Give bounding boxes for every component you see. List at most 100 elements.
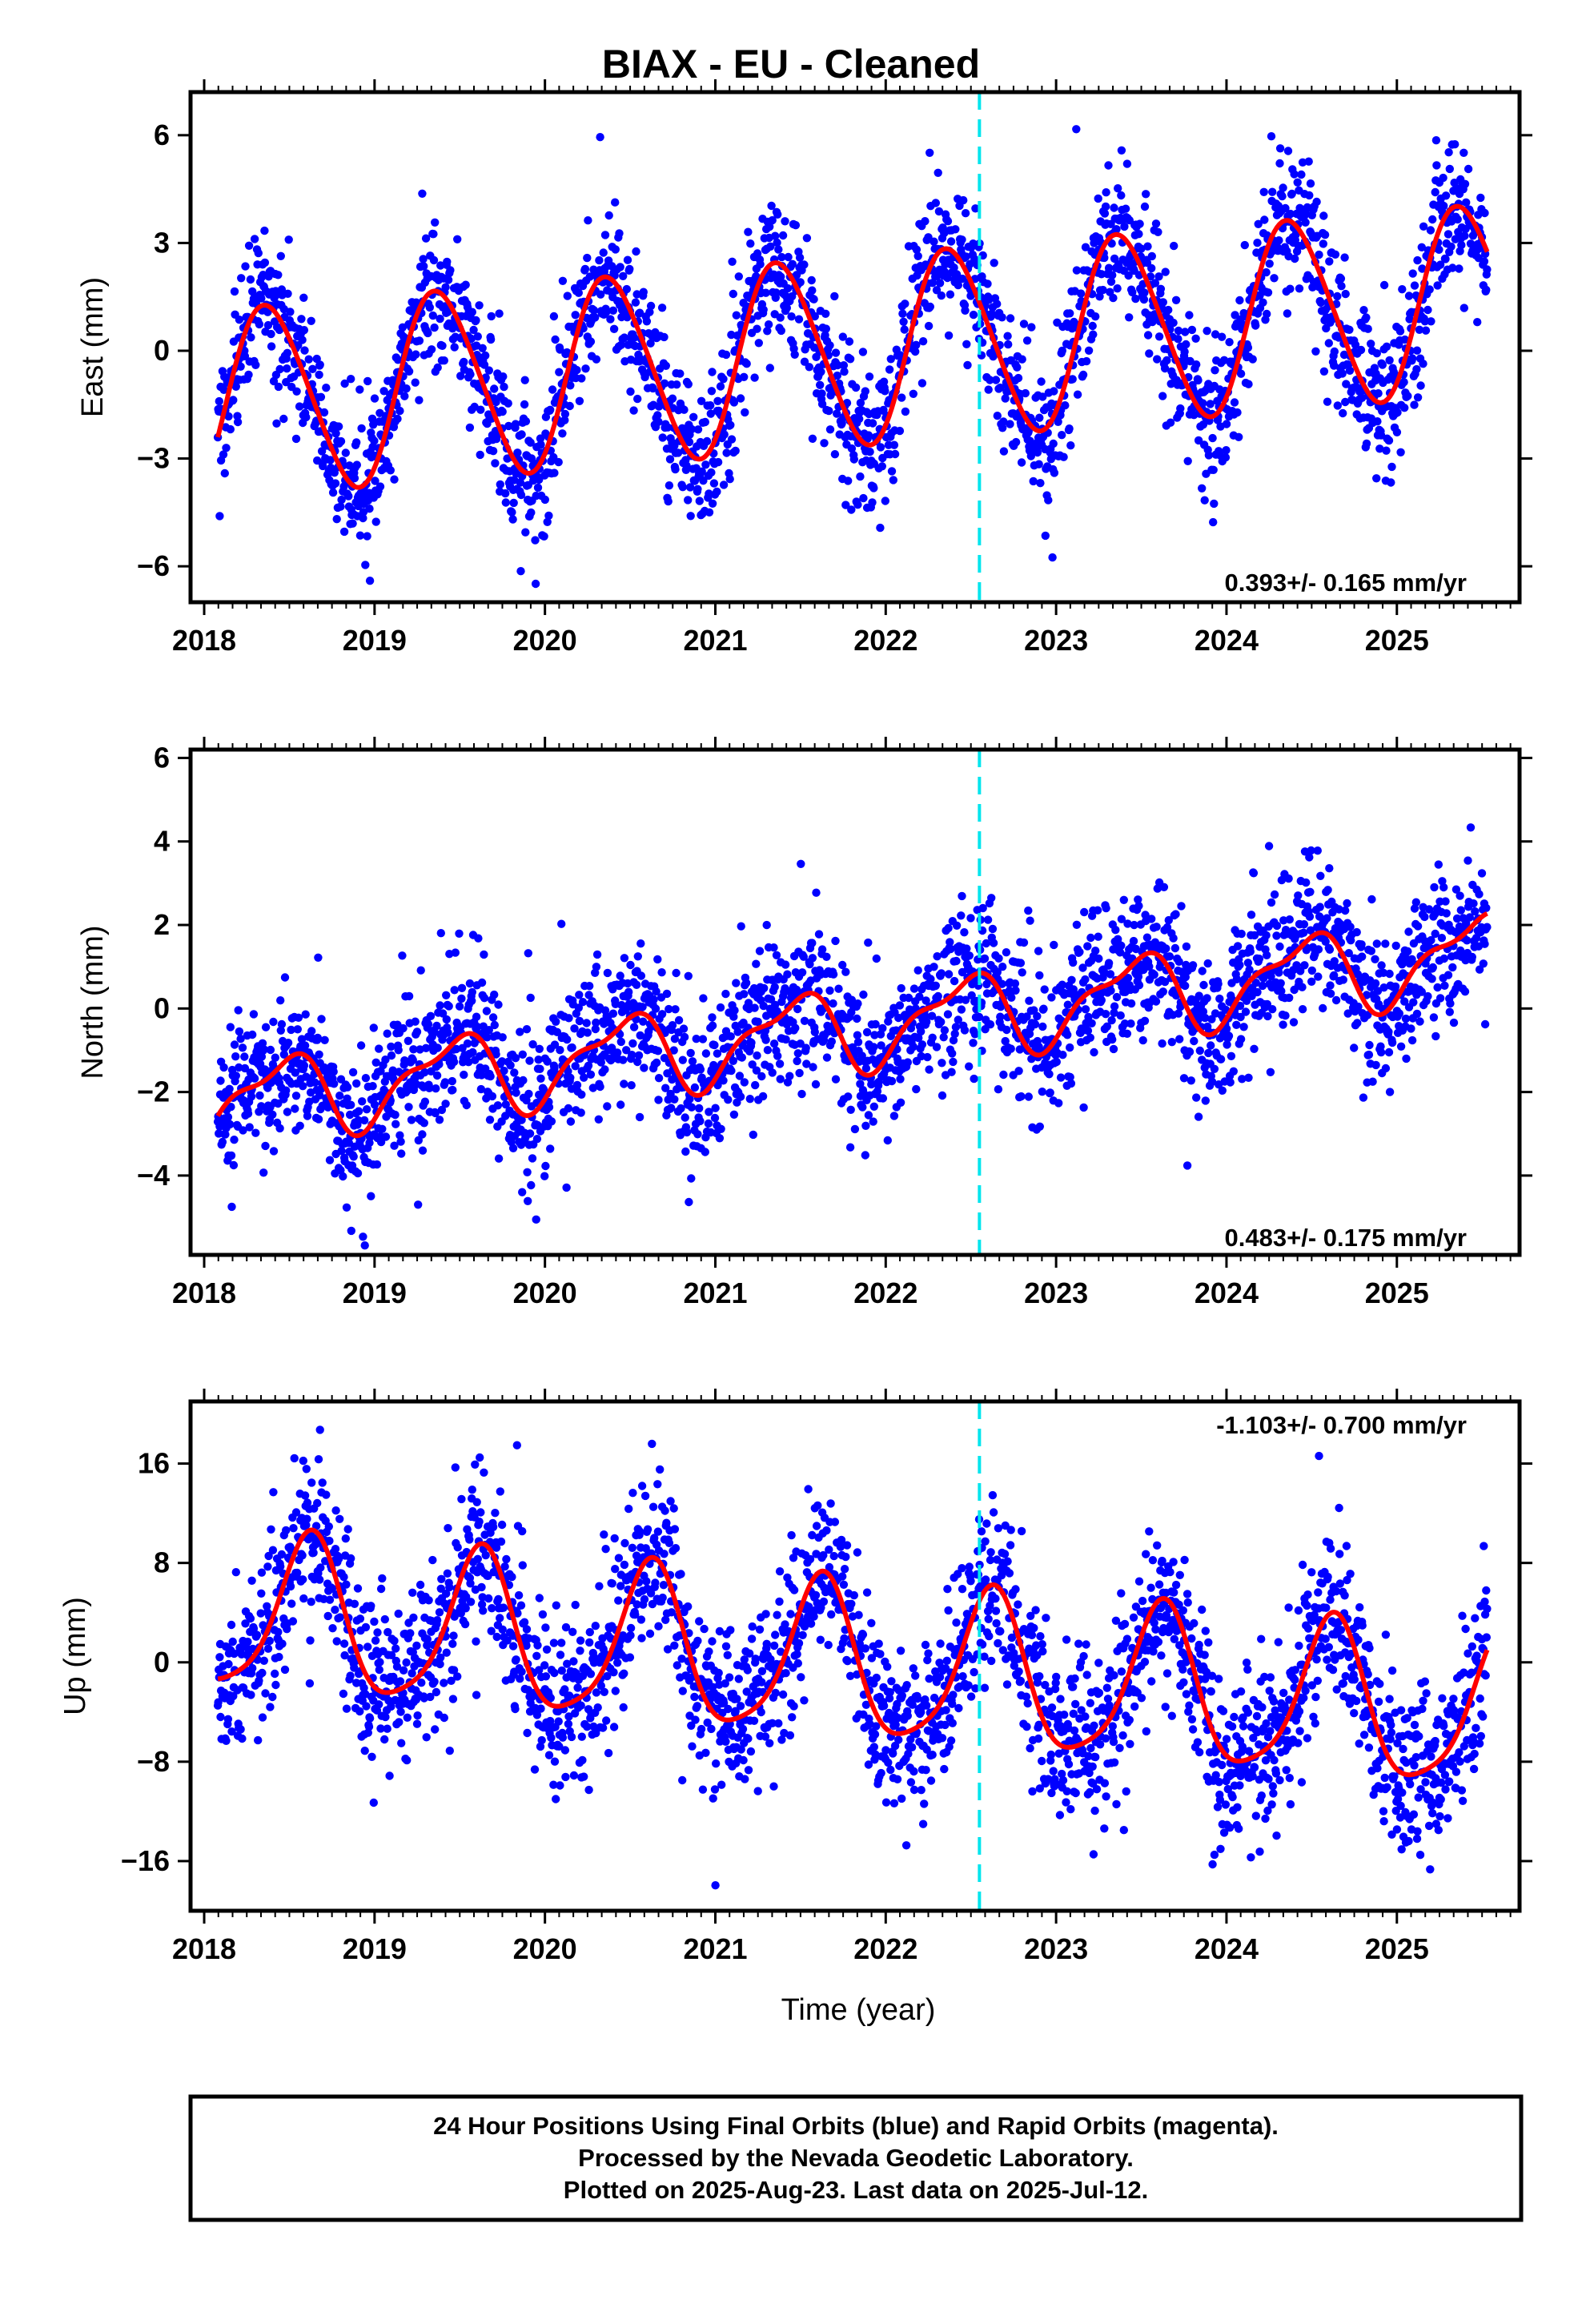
- data-point: [524, 949, 532, 958]
- data-point: [1026, 916, 1034, 925]
- data-point: [686, 512, 695, 521]
- data-point: [707, 387, 717, 396]
- data-point: [696, 1116, 705, 1126]
- data-point: [713, 457, 723, 467]
- data-point: [510, 1068, 519, 1077]
- data-point: [562, 1183, 571, 1192]
- data-point: [585, 982, 594, 991]
- data-point: [653, 955, 662, 964]
- data-point: [602, 308, 611, 316]
- y-tick-label: 0: [154, 334, 170, 367]
- data-point: [1078, 370, 1088, 380]
- data-point: [563, 292, 572, 300]
- data-point: [1097, 270, 1106, 279]
- data-point: [230, 1040, 239, 1049]
- data-point: [473, 332, 482, 341]
- data-point: [1158, 1039, 1166, 1048]
- data-point: [994, 954, 1003, 963]
- data-point: [315, 1091, 324, 1100]
- data-point: [317, 447, 327, 456]
- data-point: [1455, 264, 1464, 273]
- data-point: [491, 459, 500, 468]
- data-point: [245, 1123, 254, 1132]
- data-point: [600, 231, 610, 239]
- data-point: [946, 290, 955, 299]
- data-point: [811, 1080, 821, 1089]
- data-point: [794, 315, 804, 324]
- data-point: [295, 402, 304, 411]
- data-point: [869, 1043, 878, 1051]
- data-point: [1102, 188, 1110, 197]
- data-point: [633, 394, 642, 404]
- data-point: [472, 316, 480, 325]
- data-point: [494, 1000, 503, 1009]
- data-point: [435, 1116, 444, 1124]
- data-point: [571, 1062, 580, 1071]
- data-point: [1270, 890, 1279, 899]
- data-point: [1165, 952, 1174, 961]
- data-point: [1324, 339, 1334, 348]
- data-point: [1066, 441, 1075, 450]
- data-point: [1034, 460, 1043, 468]
- data-point: [394, 1046, 403, 1055]
- data-point: [763, 1046, 773, 1055]
- data-point: [922, 1017, 931, 1027]
- data-point: [1072, 266, 1082, 275]
- data-point: [483, 1033, 492, 1042]
- data-point: [359, 1116, 369, 1125]
- data-point: [1291, 254, 1299, 263]
- data-point: [663, 423, 673, 432]
- data-point: [274, 271, 283, 279]
- data-point: [1112, 992, 1122, 1002]
- data-point: [808, 939, 817, 947]
- data-point: [441, 1100, 450, 1108]
- data-point: [622, 1046, 631, 1055]
- data-point: [898, 309, 907, 318]
- data-point: [1203, 994, 1211, 1003]
- data-point: [1014, 373, 1023, 383]
- data-point: [1037, 377, 1046, 386]
- data-point: [727, 435, 737, 444]
- data-point: [233, 412, 242, 420]
- data-point: [1171, 296, 1181, 304]
- data-point: [1147, 251, 1157, 261]
- data-point: [1199, 420, 1208, 429]
- data-point: [1290, 170, 1299, 179]
- data-point: [884, 1017, 893, 1026]
- data-point: [551, 335, 560, 344]
- data-point: [629, 1023, 639, 1031]
- data-point: [463, 1039, 472, 1048]
- data-point: [990, 259, 998, 267]
- data-point: [411, 378, 420, 387]
- data-point: [1263, 951, 1271, 960]
- data-point: [494, 1154, 504, 1163]
- data-point: [1231, 311, 1239, 320]
- data-point: [944, 331, 954, 340]
- data-point: [465, 979, 475, 988]
- data-point: [1363, 324, 1372, 333]
- data-point: [708, 368, 717, 376]
- data-point: [767, 201, 776, 211]
- data-point: [681, 1113, 689, 1122]
- data-point: [462, 1100, 471, 1110]
- data-point: [236, 362, 245, 371]
- data-point: [699, 994, 708, 1003]
- data-point: [1017, 1092, 1026, 1101]
- data-point: [687, 1103, 697, 1112]
- data-point: [1483, 265, 1492, 274]
- data-point: [923, 1052, 932, 1062]
- data-point: [477, 978, 487, 987]
- data-point: [220, 468, 229, 478]
- data-point: [219, 1063, 228, 1072]
- data-point: [821, 324, 831, 333]
- data-point: [1374, 389, 1383, 398]
- data-point: [951, 225, 960, 234]
- data-point: [219, 385, 228, 394]
- data-point: [347, 1226, 355, 1236]
- data-point: [1094, 932, 1102, 941]
- data-point: [558, 276, 568, 285]
- data-point: [967, 991, 976, 1000]
- data-point: [267, 342, 276, 351]
- data-point: [449, 1057, 459, 1067]
- data-point: [1305, 912, 1315, 921]
